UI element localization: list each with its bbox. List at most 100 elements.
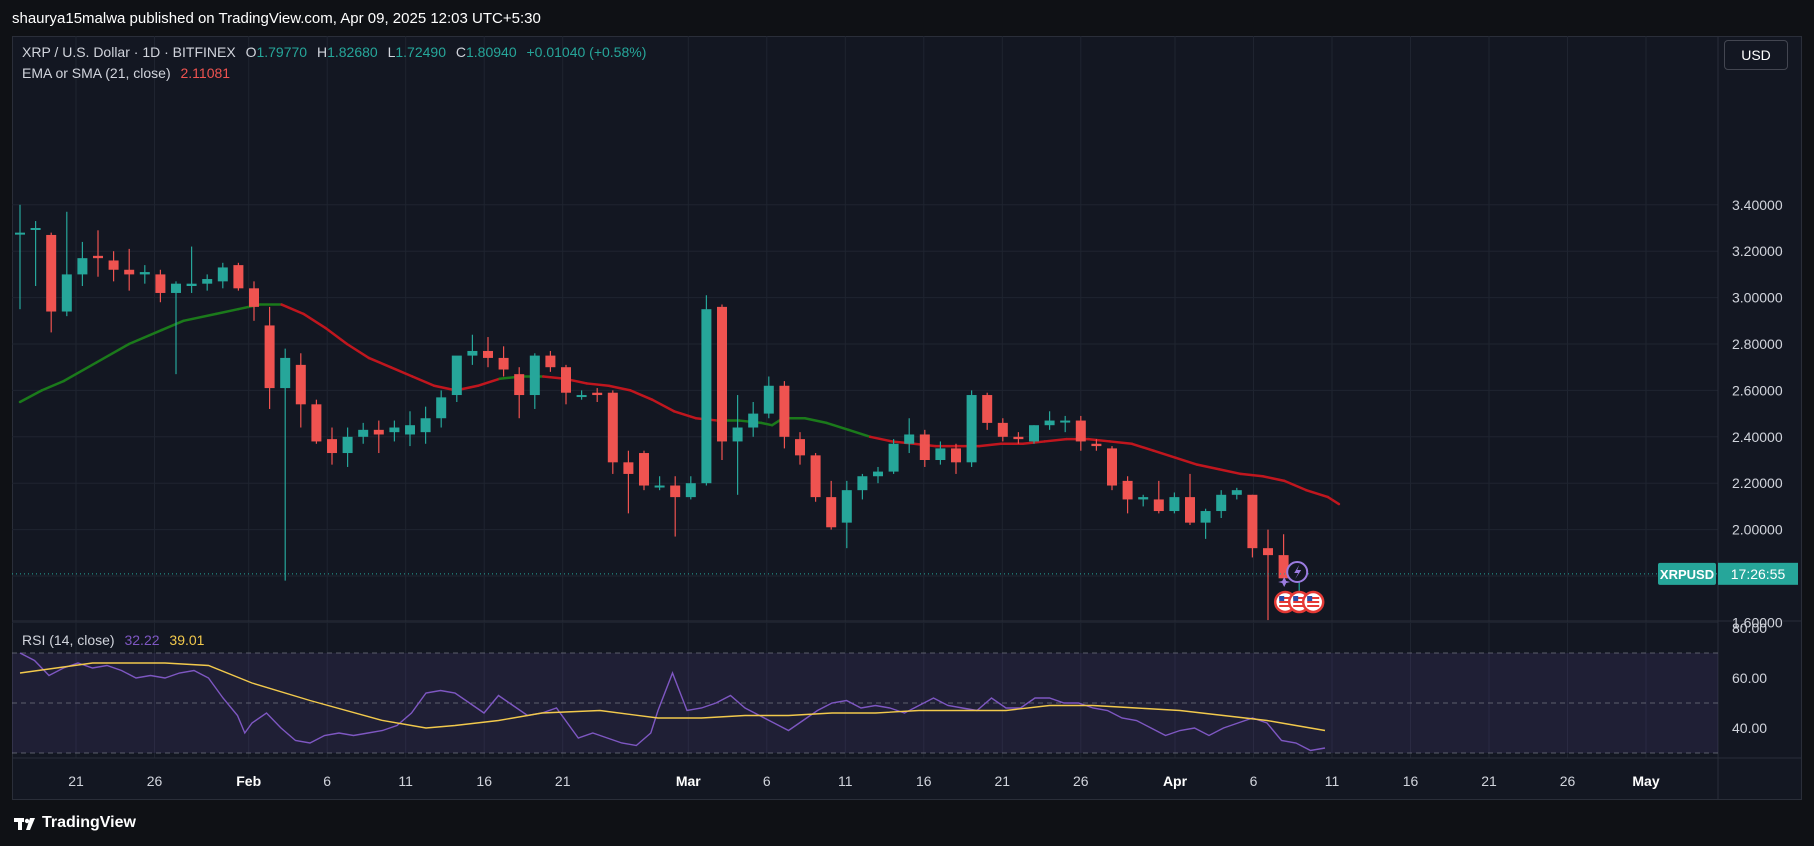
candle-body bbox=[155, 274, 166, 293]
ma-segment bbox=[1043, 437, 1068, 443]
flag-canton bbox=[1307, 596, 1313, 601]
ma-segment bbox=[95, 342, 131, 364]
candle-body bbox=[795, 439, 805, 456]
candle bbox=[795, 432, 805, 465]
candle-body bbox=[670, 485, 681, 498]
candle-body bbox=[420, 418, 431, 433]
candle bbox=[841, 480, 852, 549]
time-tick-label: Feb bbox=[236, 773, 261, 789]
candle-body bbox=[171, 283, 181, 293]
candle-body bbox=[46, 234, 57, 312]
candle-body bbox=[233, 265, 244, 289]
candle bbox=[561, 364, 571, 405]
candle bbox=[1075, 415, 1086, 451]
time-tick-label: 26 bbox=[1073, 773, 1089, 789]
candle bbox=[405, 411, 415, 447]
candle-body bbox=[483, 350, 493, 358]
rsi-ma-line bbox=[19, 662, 1326, 732]
candle-body bbox=[1013, 436, 1024, 440]
axes: 3.40000 3.20000 3.00000 2.80000 2.60000 2.400… bbox=[68, 197, 1798, 789]
publisher-bar: shaurya15malwa published on TradingView.… bbox=[0, 0, 1814, 36]
candle bbox=[732, 395, 743, 495]
candle-body bbox=[1107, 448, 1117, 486]
price-tick-label: 3.00000 bbox=[1732, 290, 1783, 306]
ma-segment bbox=[411, 375, 436, 388]
time-tick-label: Apr bbox=[1163, 773, 1188, 789]
grid-lines bbox=[12, 36, 1802, 800]
candle bbox=[919, 429, 930, 467]
candle bbox=[373, 420, 384, 454]
ma-segment bbox=[367, 356, 392, 369]
ma-segment bbox=[214, 307, 240, 316]
flag-stripe bbox=[1279, 605, 1292, 607]
candle bbox=[810, 453, 821, 502]
candle-body bbox=[327, 439, 337, 454]
candle-body bbox=[966, 395, 977, 463]
low-value: 1.72490 bbox=[395, 44, 446, 60]
candle-body bbox=[108, 260, 119, 270]
candle-body bbox=[15, 232, 25, 235]
flag-stripe bbox=[1307, 601, 1320, 603]
ma-segment bbox=[1326, 495, 1341, 506]
flag-stripe bbox=[1279, 597, 1292, 599]
time-tick-label: Mar bbox=[676, 773, 701, 789]
candle bbox=[1060, 415, 1071, 433]
candle bbox=[685, 476, 696, 500]
candle bbox=[670, 476, 681, 537]
candle bbox=[358, 422, 369, 444]
rsi-line bbox=[19, 652, 1326, 752]
candle bbox=[483, 337, 493, 368]
ma-segment bbox=[127, 328, 163, 346]
ma-segment bbox=[62, 361, 98, 383]
candle bbox=[529, 353, 540, 409]
candle bbox=[1029, 425, 1039, 444]
ma-segment bbox=[345, 342, 371, 360]
candle bbox=[951, 443, 961, 474]
rsi-band-fill bbox=[12, 653, 1718, 753]
flag-stripe bbox=[1293, 605, 1306, 607]
flag-stripe bbox=[1279, 601, 1292, 603]
event-markers[interactable] bbox=[1273, 561, 1325, 614]
ma-segment bbox=[629, 389, 654, 401]
ma-segment bbox=[977, 442, 1003, 448]
candle bbox=[576, 390, 587, 400]
candle bbox=[342, 427, 353, 467]
candle bbox=[77, 241, 88, 286]
price-chart[interactable]: 3.40000 3.20000 3.00000 2.80000 2.60000 2.400… bbox=[12, 36, 1802, 800]
candle bbox=[93, 230, 103, 277]
candle-body bbox=[654, 485, 665, 488]
ma-segment bbox=[18, 389, 44, 404]
ma-segment bbox=[868, 435, 894, 443]
candle bbox=[186, 246, 197, 293]
open-label: O bbox=[245, 44, 257, 60]
candle bbox=[264, 306, 275, 409]
candle bbox=[1138, 494, 1149, 507]
candle bbox=[763, 376, 774, 419]
flag-stripe bbox=[1307, 597, 1320, 599]
candle-body bbox=[514, 374, 525, 396]
rsi-tick-label: 80.00 bbox=[1732, 620, 1767, 636]
candle-body bbox=[295, 364, 306, 405]
candle-body bbox=[810, 455, 821, 498]
rsi-lines bbox=[19, 652, 1326, 752]
candle-body bbox=[1216, 494, 1227, 512]
candle bbox=[1216, 490, 1227, 518]
candle bbox=[202, 274, 213, 291]
candle-body bbox=[639, 453, 649, 486]
candle-body bbox=[451, 355, 462, 396]
price-tick-label: 2.40000 bbox=[1732, 429, 1783, 445]
candle-body bbox=[607, 392, 618, 463]
ma-segment bbox=[160, 319, 185, 332]
rsi-band bbox=[12, 652, 1718, 754]
ma-segment bbox=[803, 416, 828, 425]
candle-body bbox=[436, 397, 447, 419]
time-tick-label: 26 bbox=[147, 773, 163, 789]
candles bbox=[12, 204, 1718, 621]
candle bbox=[139, 265, 150, 284]
currency-button[interactable]: USD bbox=[1724, 40, 1788, 70]
sparkle-icon bbox=[1278, 577, 1291, 587]
time-tick-label: 16 bbox=[916, 773, 932, 789]
time-tick-label: 6 bbox=[763, 773, 771, 789]
candle bbox=[108, 251, 119, 282]
candle-body bbox=[1075, 420, 1086, 442]
